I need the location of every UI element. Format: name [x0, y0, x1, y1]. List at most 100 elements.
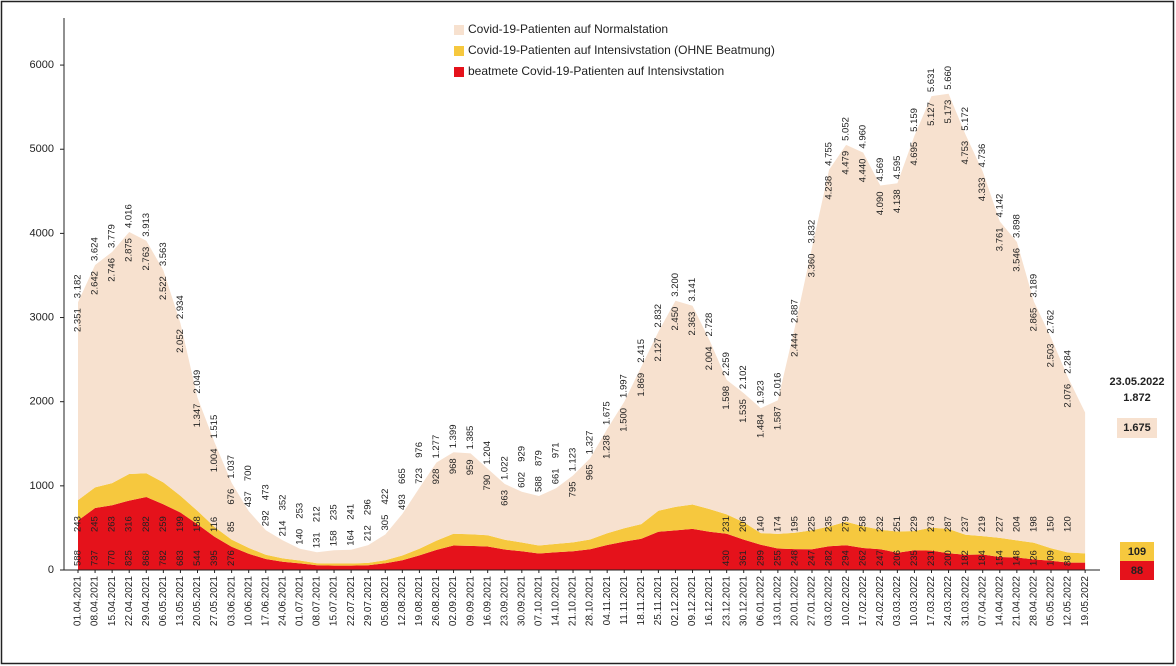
- y-tick-label: 1000: [30, 480, 54, 492]
- normal-label: 2.444: [789, 333, 800, 357]
- ventilated-label: 544: [192, 550, 203, 566]
- icu-label: 316: [124, 516, 135, 532]
- normal-label: 2.450: [670, 307, 681, 331]
- x-tick-label: 28.04.2022: [1029, 576, 1040, 626]
- x-tick-label: 10.03.2022: [909, 576, 920, 626]
- total-label: 2.259: [721, 352, 732, 376]
- total-label: 5.052: [841, 117, 852, 141]
- normal-label: 3.761: [994, 227, 1005, 251]
- y-tick-label: 4000: [30, 227, 54, 239]
- x-tick-label: 07.04.2022: [977, 576, 988, 626]
- x-tick-label: 21.04.2022: [1011, 576, 1022, 626]
- total-label: 2.887: [789, 299, 800, 323]
- ventilated-label: 282: [824, 550, 835, 566]
- ventilated-label: 247: [875, 550, 886, 566]
- ventilated-label: 782: [158, 550, 169, 566]
- ventilated-label: 182: [960, 550, 971, 566]
- icu-label: 198: [1028, 516, 1039, 532]
- x-tick-label: 30.12.2021: [738, 576, 749, 626]
- x-tick-label: 23.09.2021: [499, 576, 510, 626]
- total-label: 4.595: [892, 156, 903, 180]
- x-tick-label: 20.05.2021: [192, 576, 203, 626]
- icu-label: 174: [772, 516, 783, 532]
- ventilated-label: 200: [943, 550, 954, 566]
- annotation-box: [1117, 418, 1157, 438]
- x-tick-label: 23.12.2021: [721, 576, 732, 626]
- total-label: 3.624: [90, 237, 101, 261]
- area: [78, 93, 1086, 564]
- total-label: 2.284: [1063, 350, 1074, 374]
- x-tick-label: 24.06.2021: [277, 576, 288, 626]
- normal-label: 928: [431, 469, 442, 485]
- total-label: 235: [329, 504, 340, 520]
- total-label: 296: [363, 499, 374, 515]
- icu-label: 231: [721, 516, 732, 532]
- total-label: 1.022: [499, 456, 510, 480]
- x-tick-label: 17.03.2022: [926, 576, 937, 626]
- ventilated-label: 683: [175, 550, 186, 566]
- normal-label: 795: [568, 481, 579, 497]
- normal-label: 5.127: [926, 102, 937, 126]
- icu-label: 235: [824, 516, 835, 532]
- total-label: 976: [414, 442, 425, 458]
- x-tick-label: 12.05.2022: [1063, 576, 1074, 626]
- total-label: 2.415: [636, 339, 647, 363]
- x-tick-label: 03.03.2022: [892, 576, 903, 626]
- normal-label: 1.004: [209, 449, 220, 473]
- icu-label: 140: [755, 516, 766, 532]
- x-tick-label: 28.10.2021: [585, 576, 596, 626]
- total-label: 4.736: [977, 144, 988, 168]
- normal-label: 1.587: [772, 406, 783, 430]
- normal-label: 2.503: [1046, 344, 1057, 368]
- total-label: 3.141: [687, 278, 698, 302]
- legend-label: beatmete Covid-19-Patienten auf Intensiv…: [468, 64, 724, 78]
- total-label: 2.049: [192, 370, 203, 394]
- normal-label: 4.440: [858, 159, 869, 183]
- x-tick-label: 29.07.2021: [363, 576, 374, 626]
- x-tick-label: 02.12.2021: [670, 576, 681, 626]
- total-label: 1.399: [448, 424, 459, 448]
- total-label: 5.172: [960, 107, 971, 131]
- normal-label: 1.598: [721, 386, 732, 410]
- normal-label: 1.869: [636, 373, 647, 397]
- x-tick-label: 01.07.2021: [295, 576, 306, 626]
- total-label: 700: [243, 465, 254, 481]
- icu-label: 120: [1063, 516, 1074, 532]
- total-label: 2.832: [653, 304, 664, 328]
- icu-label: 263: [107, 516, 118, 532]
- x-tick-label: 02.09.2021: [448, 576, 459, 626]
- x-tick-label: 16.12.2021: [704, 576, 715, 626]
- x-tick-label: 16.09.2021: [482, 576, 493, 626]
- ventilated-label: 109: [1046, 550, 1057, 566]
- total-label: 929: [516, 446, 527, 462]
- icu-label: 258: [858, 516, 869, 532]
- legend-label: Covid-19-Patienten auf Normalstation: [468, 22, 668, 36]
- icu-label: 287: [943, 516, 954, 532]
- area: [78, 497, 1086, 570]
- total-label: 1.037: [226, 455, 237, 479]
- x-tick-label: 09.12.2021: [687, 576, 698, 626]
- ventilated-label: 770: [107, 550, 118, 566]
- normal-label: 1.347: [192, 404, 203, 428]
- icu-label: 243: [73, 516, 84, 532]
- total-label: 971: [550, 442, 561, 458]
- normal-label: 3.360: [807, 254, 818, 278]
- normal-label: 965: [585, 464, 596, 480]
- x-tick-label: 03.06.2021: [226, 576, 237, 626]
- ventilated-label: 148: [1011, 550, 1022, 566]
- ventilated-label: 361: [738, 550, 749, 566]
- total-label: 253: [294, 503, 305, 519]
- normal-label: 2.351: [73, 308, 84, 332]
- ventilated-label: 255: [772, 550, 783, 566]
- x-tick-label: 15.04.2021: [107, 576, 118, 626]
- normal-label: 2.642: [90, 271, 101, 295]
- total-label: 1.675: [602, 401, 613, 425]
- y-tick-label: 5000: [30, 143, 54, 155]
- x-tick-label: 04.11.2021: [602, 576, 613, 626]
- x-tick-label: 05.05.2022: [1046, 576, 1057, 626]
- x-tick-label: 17.06.2021: [260, 576, 271, 626]
- y-tick-label: 2000: [30, 396, 54, 408]
- normal-label: 661: [550, 468, 561, 484]
- icu-label: 279: [841, 516, 852, 532]
- total-label: 4.016: [124, 204, 135, 228]
